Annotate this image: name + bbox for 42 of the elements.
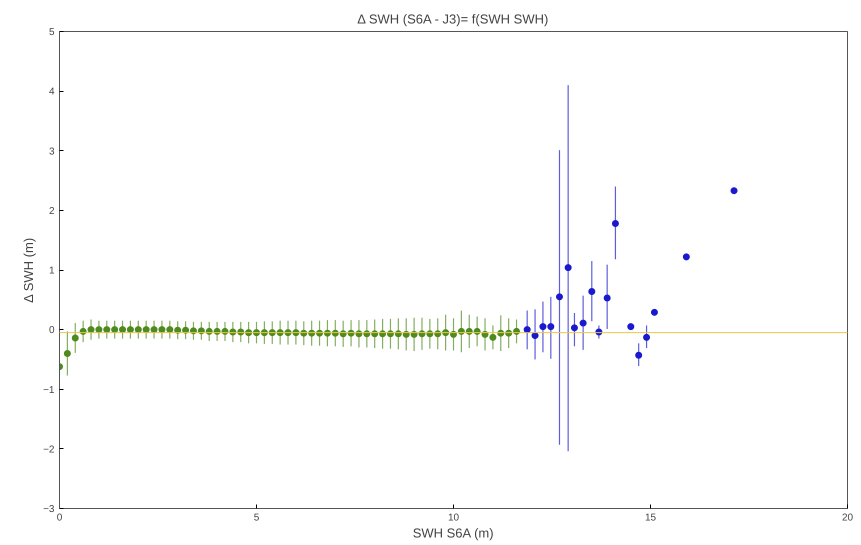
point (126, 326, 134, 334)
x-tick-label: 5 (254, 512, 260, 524)
point (682, 253, 690, 260)
x-axis-title: SWH S6A (m) (412, 526, 494, 540)
point (556, 293, 563, 300)
y-tick-label: −1 (43, 384, 55, 396)
y-tick-label: −2 (43, 444, 55, 456)
x-tick-label: 0 (56, 512, 63, 524)
point (489, 334, 496, 341)
chart-title: Δ SWH (S6A - J3)= f(SWH SWH) (357, 12, 548, 26)
point (588, 288, 596, 295)
y-tick-label: 2 (48, 206, 55, 217)
point (564, 264, 572, 272)
point (635, 352, 642, 359)
point (88, 326, 95, 334)
point (64, 350, 71, 357)
y-tick-label: 4 (48, 86, 55, 98)
point (532, 332, 539, 340)
point (72, 334, 79, 342)
y-axis-title: Δ SWH (m) (21, 238, 36, 303)
point (95, 326, 102, 334)
point (547, 323, 554, 330)
point (119, 326, 126, 334)
y-tick-label: 3 (48, 146, 55, 158)
point (158, 326, 166, 334)
y-tick-label: 1 (48, 266, 55, 276)
x-tick-label: 10 (448, 512, 460, 524)
point (570, 324, 578, 332)
point (150, 326, 158, 334)
point (604, 294, 611, 302)
x-tick-label: 15 (644, 512, 656, 524)
point (580, 320, 587, 327)
point (627, 323, 634, 330)
point (643, 334, 650, 341)
point (650, 308, 658, 316)
point (612, 220, 619, 227)
point (539, 323, 546, 330)
y-tick-label: 0 (48, 325, 55, 336)
x-tick-label: 20 (842, 512, 854, 524)
point (730, 187, 738, 194)
y-tick-label: −3 (43, 504, 55, 515)
y-tick-label: 5 (48, 27, 55, 38)
